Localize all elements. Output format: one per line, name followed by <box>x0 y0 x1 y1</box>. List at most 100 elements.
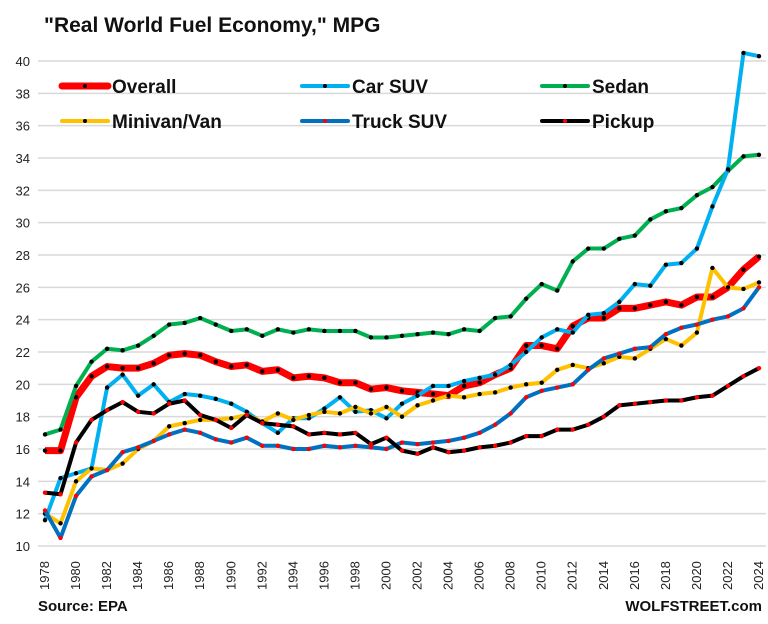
data-point <box>679 205 684 211</box>
y-tick-label: 14 <box>16 474 30 489</box>
data-point <box>73 395 79 400</box>
data-point <box>632 356 638 361</box>
data-point <box>353 409 358 415</box>
data-point <box>648 344 653 350</box>
data-point <box>291 417 296 423</box>
data-point <box>430 398 436 403</box>
data-point <box>198 412 203 418</box>
data-point <box>741 154 746 159</box>
data-point <box>415 332 420 337</box>
data-point <box>586 312 591 318</box>
x-tick-label: 1994 <box>285 561 300 590</box>
data-point <box>89 466 94 471</box>
data-point <box>104 385 110 390</box>
data-point <box>523 296 529 301</box>
data-point <box>182 420 187 426</box>
x-tick-label: 1986 <box>161 561 176 590</box>
data-point <box>337 411 343 416</box>
data-point <box>198 393 203 398</box>
data-point <box>477 391 482 397</box>
data-point <box>275 367 281 372</box>
data-point <box>213 417 218 423</box>
legend-label: Overall <box>112 77 176 98</box>
data-point <box>353 404 358 410</box>
data-point <box>679 260 684 266</box>
data-point <box>244 327 249 332</box>
data-point <box>539 388 544 393</box>
x-tick-label: 2012 <box>565 561 580 590</box>
data-point <box>492 372 498 377</box>
data-point <box>384 335 389 340</box>
data-point <box>741 267 746 272</box>
data-point <box>58 448 63 453</box>
x-tick-label: 1988 <box>192 561 207 590</box>
x-tick-label: 2014 <box>596 561 611 590</box>
data-point <box>539 281 544 287</box>
y-tick-label: 18 <box>16 410 30 425</box>
data-point <box>42 448 48 453</box>
data-point <box>229 364 234 369</box>
data-point <box>384 385 389 390</box>
data-point <box>710 393 715 398</box>
data-point <box>663 398 669 403</box>
data-point <box>166 432 172 437</box>
data-point <box>120 450 125 455</box>
data-point <box>694 294 700 300</box>
data-point <box>337 380 343 385</box>
data-point <box>756 53 762 59</box>
data-point <box>415 393 420 398</box>
x-tick-label: 2006 <box>472 561 487 590</box>
data-point <box>229 425 234 431</box>
data-point <box>632 346 638 351</box>
data-point <box>353 380 358 385</box>
data-point <box>679 343 684 348</box>
data-point <box>461 378 467 384</box>
legend-label: Pickup <box>592 112 654 133</box>
data-point <box>477 328 482 334</box>
data-point <box>570 259 575 264</box>
data-point <box>648 283 653 288</box>
data-point <box>229 401 234 406</box>
data-point <box>508 314 513 319</box>
data-point <box>741 306 746 311</box>
data-point <box>415 403 420 408</box>
data-point <box>523 343 529 348</box>
data-point <box>663 262 669 267</box>
data-point <box>89 417 94 423</box>
data-point <box>632 281 638 287</box>
data-point <box>523 395 529 400</box>
x-tick-label: 2004 <box>441 561 456 590</box>
data-point <box>539 343 544 348</box>
x-tick-label: 2008 <box>503 561 518 590</box>
data-point <box>539 335 544 340</box>
data-point <box>166 401 172 406</box>
data-point <box>415 451 420 457</box>
x-tick-label: 1978 <box>37 561 52 590</box>
data-point <box>58 492 63 497</box>
y-tick-label: 30 <box>16 216 30 231</box>
x-tick-label: 2020 <box>689 561 704 590</box>
data-point <box>415 441 420 447</box>
brand-watermark: WOLFSTREET.com <box>625 598 762 615</box>
x-tick-label: 1990 <box>223 561 238 590</box>
data-point <box>461 395 467 400</box>
x-tick-label: 2016 <box>627 561 642 590</box>
data-point <box>368 441 374 447</box>
data-point <box>430 391 436 397</box>
data-point <box>353 328 358 334</box>
data-point <box>229 416 234 421</box>
legend-marker <box>323 119 327 123</box>
data-point <box>601 361 606 366</box>
x-tick-label: 1984 <box>130 561 145 590</box>
data-point <box>663 332 669 337</box>
data-point <box>151 361 156 366</box>
data-point <box>151 382 156 387</box>
data-point <box>260 443 265 448</box>
data-point <box>151 438 156 444</box>
x-tick-label: 2002 <box>410 561 425 590</box>
data-point <box>42 490 48 495</box>
data-point <box>694 246 700 251</box>
data-point <box>492 422 498 427</box>
data-point <box>384 416 389 421</box>
